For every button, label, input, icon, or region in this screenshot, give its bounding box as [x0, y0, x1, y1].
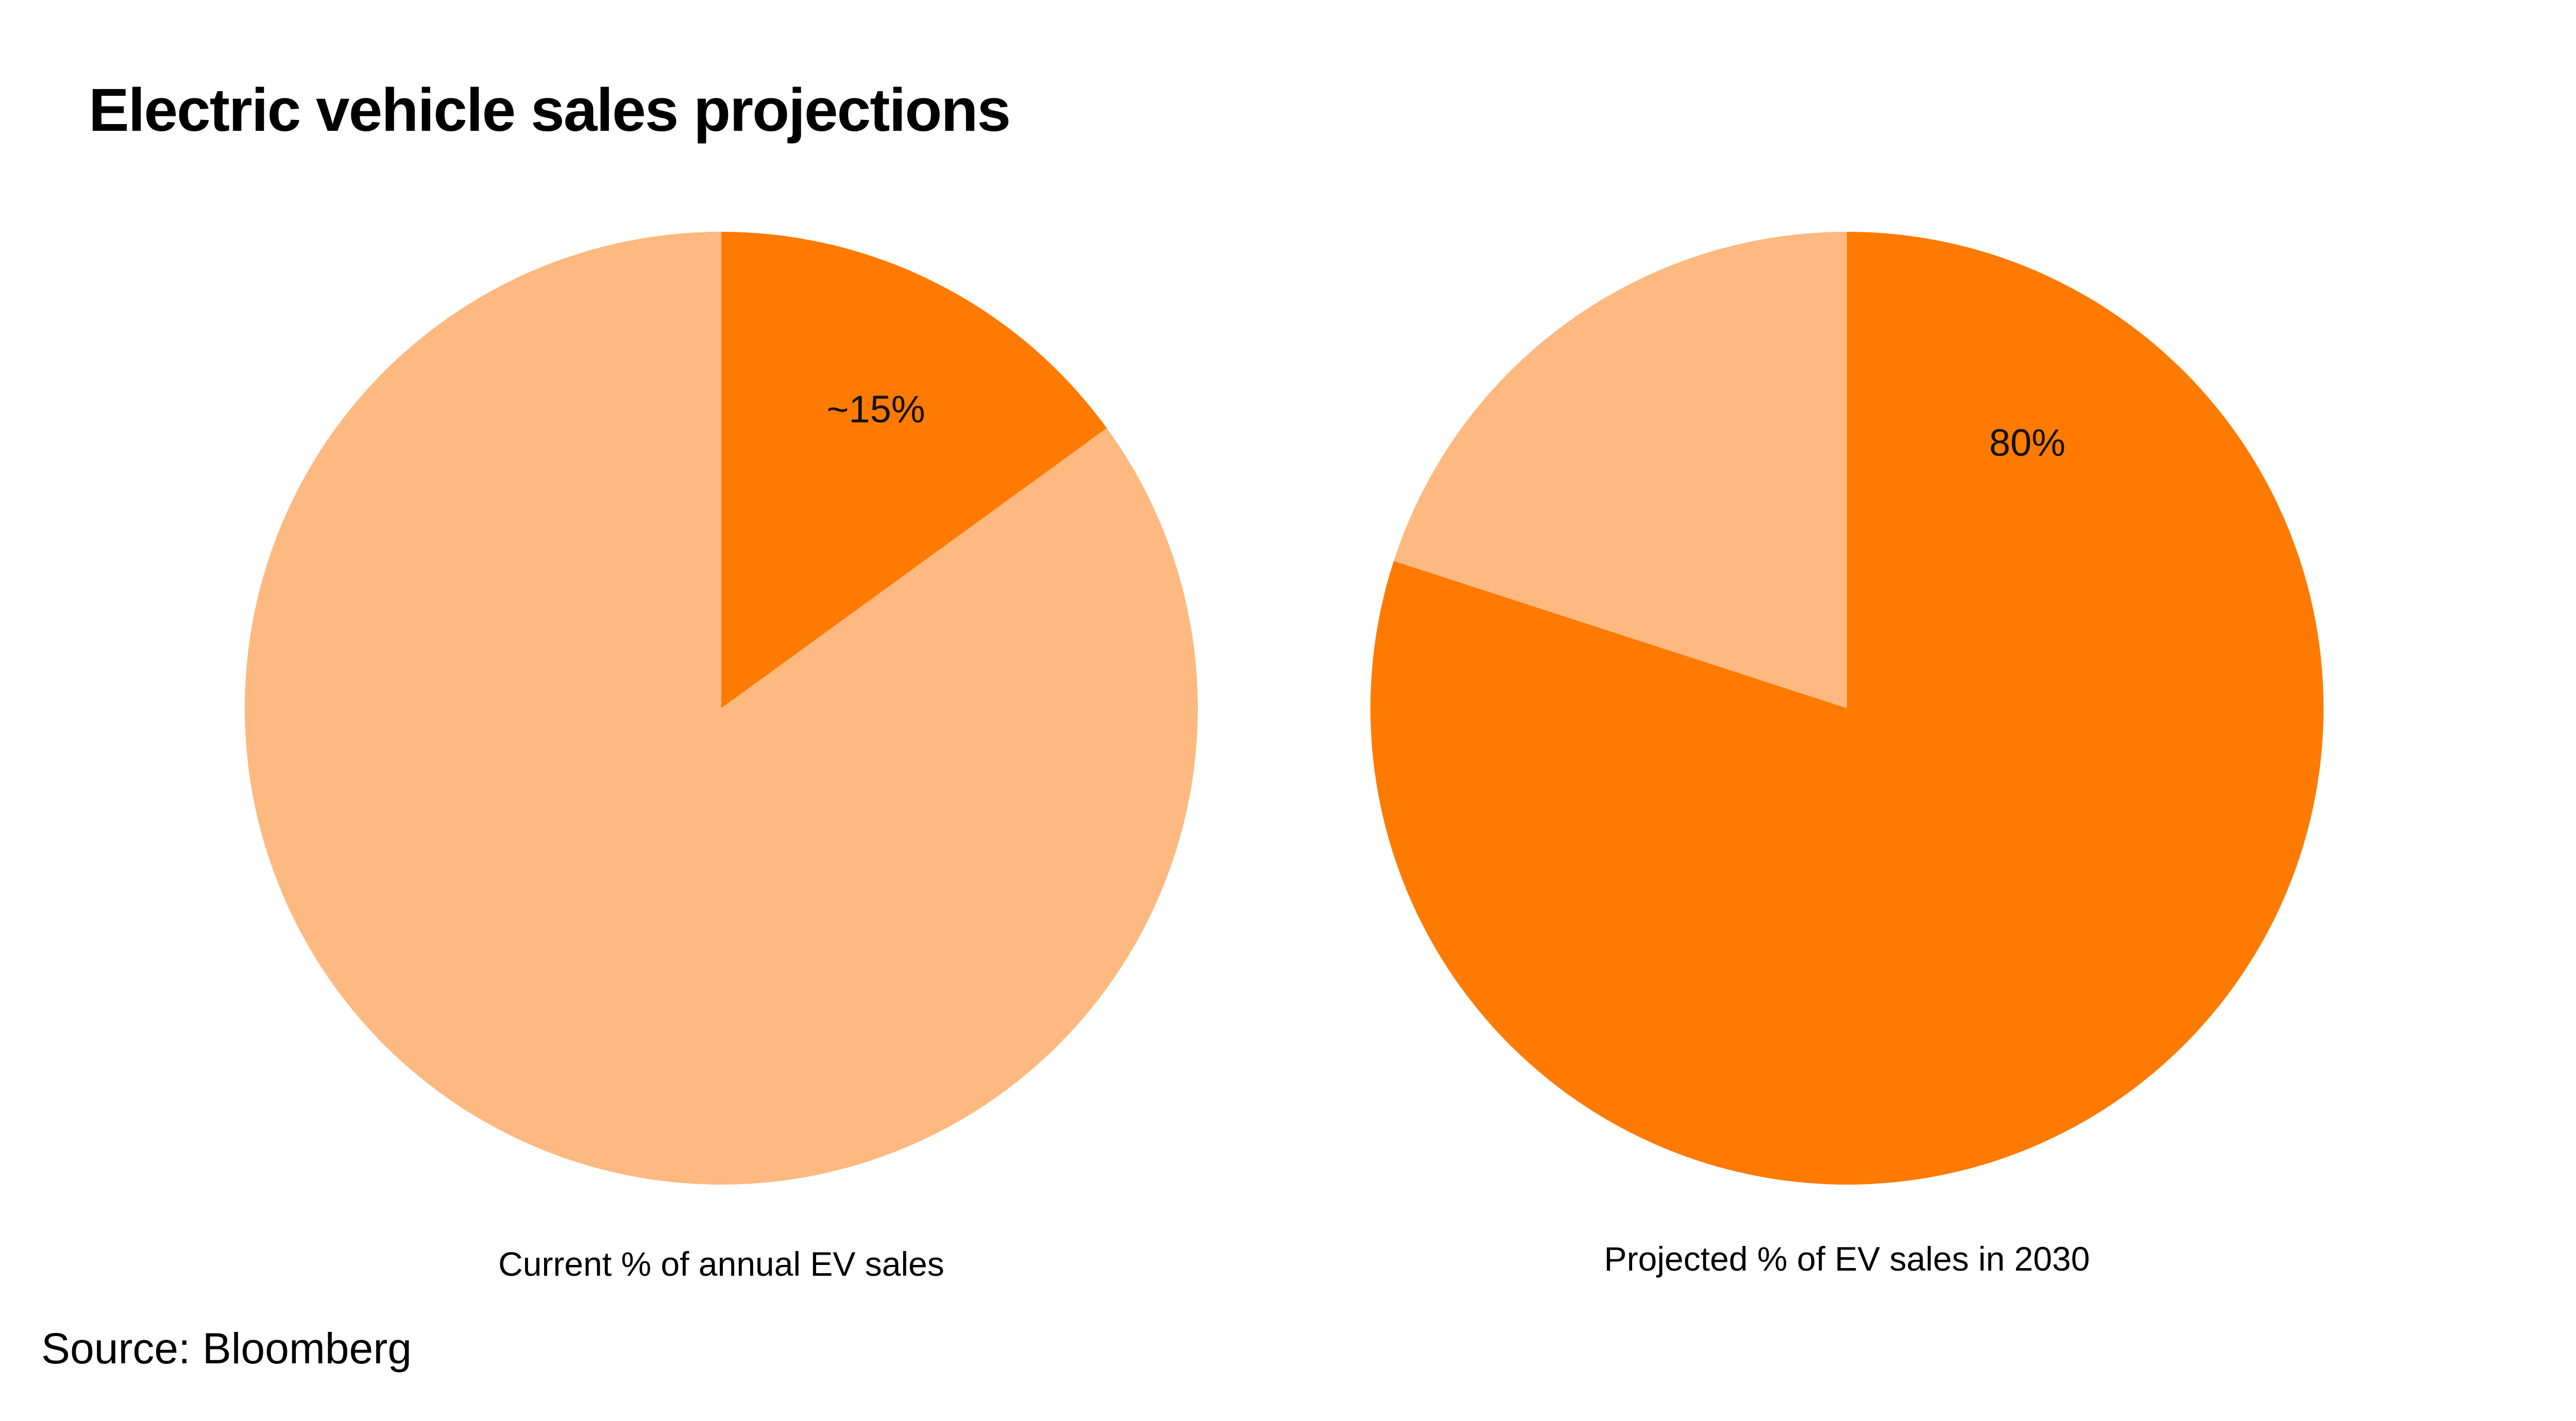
- pie-caption-projected: Projected % of EV sales in 2030: [1604, 1240, 2090, 1278]
- pie-chart-current: ~15%: [245, 232, 1198, 1185]
- pie-slice-current-1: [245, 232, 1198, 1185]
- pie-chart-projected: 80%: [1370, 232, 2324, 1185]
- page-title: Electric vehicle sales projections: [89, 76, 1011, 144]
- pie-slice-label-projected: 80%: [1989, 421, 2065, 464]
- pie-slice-projected-1: [1394, 232, 1847, 708]
- source-note: Source: Bloomberg: [41, 1324, 412, 1373]
- pie-slice-label-current: ~15%: [826, 388, 925, 431]
- pie-caption-current: Current % of annual EV sales: [498, 1245, 944, 1283]
- pie-slice-current-0: [721, 232, 1107, 708]
